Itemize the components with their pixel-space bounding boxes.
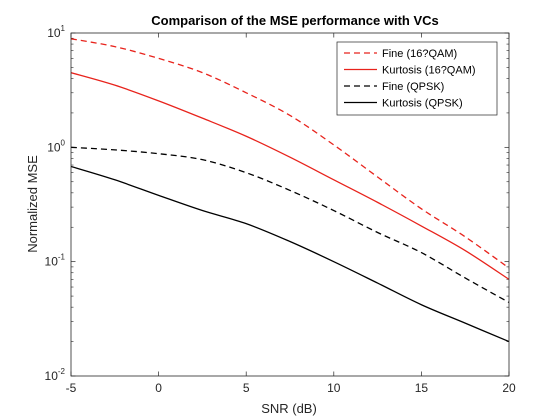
x-tick-label: 10 [327,381,341,395]
series-line-1 [71,38,509,269]
x-tick-label: 0 [155,381,162,395]
y-tick-label: 10-2 [45,367,66,383]
y-tick-label: 101 [47,24,65,40]
legend-label-1: Fine (16?QAM) [382,48,457,60]
y-axis-label: Normalized MSE [25,155,40,253]
legend-label-3: Fine (QPSK) [382,81,444,93]
x-axis-label: SNR (dB) [261,401,317,416]
series-line-2 [71,72,509,280]
x-tick-label: 15 [415,381,429,395]
legend-label-2: Kurtosis (16?QAM) [382,65,476,77]
legend-label-4: Kurtosis (QPSK) [382,98,463,110]
chart-title: Comparison of the MSE performance with V… [151,13,439,28]
x-tick-label: 20 [502,381,516,395]
series-line-3 [71,146,509,303]
x-tick-label: 5 [243,381,250,395]
y-tick-label: 100 [47,138,65,154]
series-line-4 [71,165,509,343]
axes-box [70,32,510,377]
y-tick-label: 10-1 [45,253,66,269]
x-tick-label: -5 [66,381,77,395]
legend: Fine (16?QAM) Kurtosis (16?QAM) Fine (QPSK… [336,41,498,116]
series-group [71,38,509,343]
